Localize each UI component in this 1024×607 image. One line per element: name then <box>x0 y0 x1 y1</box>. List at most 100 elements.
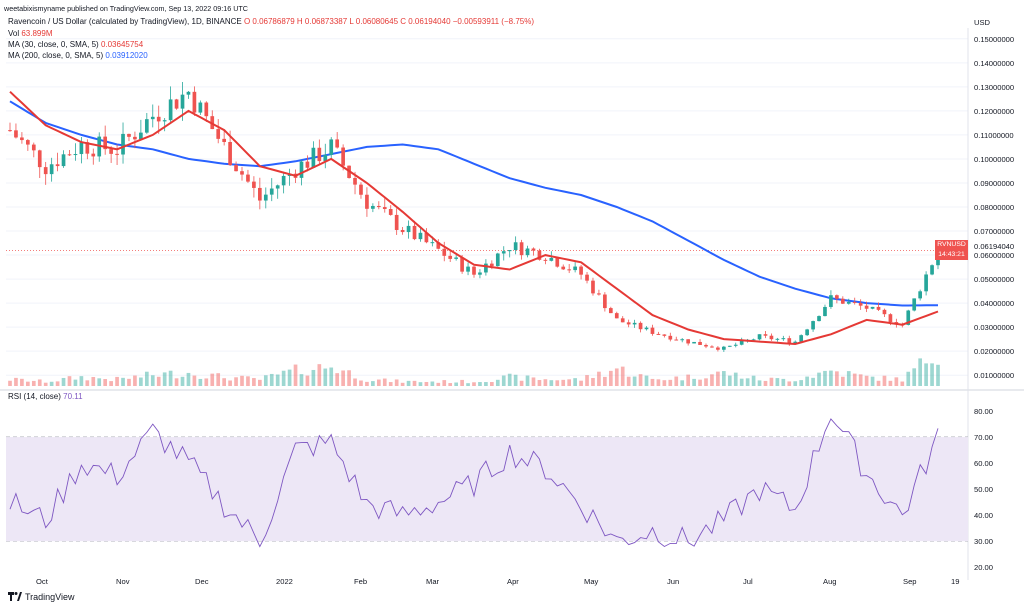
price-tick-label: 0.12000000 <box>974 107 1014 116</box>
candle-body <box>787 338 792 344</box>
candle-body <box>912 298 917 311</box>
volume-bar <box>14 377 18 386</box>
volume-bar <box>186 372 191 386</box>
volume-bar <box>115 376 119 386</box>
candle-body <box>644 327 649 330</box>
candle-body <box>924 274 928 292</box>
volume-bar <box>846 371 851 386</box>
candle-body <box>79 142 84 155</box>
volume-bar <box>698 379 702 386</box>
volume-bar <box>269 373 274 386</box>
price-tick-label: 0.06000000 <box>974 251 1014 260</box>
volume-bar <box>400 382 405 386</box>
candle-body <box>311 147 316 168</box>
rsi-legend[interactable]: RSI (14, close) 70.11 <box>8 392 83 401</box>
volume-bar <box>775 378 780 386</box>
candle-body <box>614 313 619 319</box>
candle-body <box>8 130 12 132</box>
volume-bar <box>156 376 161 386</box>
candle-body <box>252 181 256 188</box>
volume-bar <box>216 373 221 386</box>
volume-bar <box>644 375 649 386</box>
volume-bars <box>8 358 940 386</box>
volume-bar <box>650 378 655 386</box>
candle-body <box>216 129 221 139</box>
candle-body <box>495 253 500 267</box>
candle-body <box>448 255 453 259</box>
volume-bar <box>638 374 643 386</box>
volume-bar <box>240 375 244 386</box>
time-tick-label: Mar <box>426 577 440 586</box>
candle-body <box>620 318 625 323</box>
price-tick-label: 0.02000000 <box>974 347 1014 356</box>
volume-bar <box>876 380 881 386</box>
volume-bar <box>198 378 203 386</box>
volume-bar <box>787 381 792 386</box>
candle-body <box>722 346 726 350</box>
candle-body <box>156 116 161 122</box>
candle-body <box>162 120 167 122</box>
volume-bar <box>513 374 518 386</box>
candle-body <box>811 321 815 330</box>
candle-body <box>115 153 119 155</box>
ma30-value: 0.03645754 <box>100 40 144 49</box>
candle-body <box>507 250 512 252</box>
candle-body <box>531 248 536 251</box>
symbol-line: Ravencoin / US Dollar (calculated by Tra… <box>8 17 534 26</box>
volume-bar <box>430 381 435 386</box>
candle-body <box>775 338 780 340</box>
footer-brand[interactable]: TradingView <box>8 592 75 602</box>
volume-bar <box>525 375 530 386</box>
candle-body <box>626 322 631 325</box>
volume-bar <box>359 380 363 386</box>
volume-bar <box>305 375 310 386</box>
volume-bar <box>150 375 155 386</box>
candle-body <box>139 132 143 140</box>
candle-body <box>513 242 518 251</box>
volume-bar <box>668 379 673 386</box>
volume-bar <box>299 374 304 386</box>
candle-body <box>263 194 268 201</box>
volume-bar <box>632 376 637 386</box>
volume-bar <box>799 380 804 386</box>
candle-body <box>371 205 375 209</box>
volume-bar <box>341 370 345 386</box>
volume-bar <box>347 370 351 386</box>
price-tag-symbol: RVNUSD <box>937 241 966 248</box>
rsi-tick-label: 30.00 <box>974 537 993 546</box>
candle-body <box>680 339 685 341</box>
candle-body <box>37 150 42 168</box>
volume-bar <box>567 379 572 386</box>
volume-bar <box>478 382 482 386</box>
ma30-legend[interactable]: MA (30, close, 0, SMA, 5) 0.03645754 <box>8 40 143 49</box>
currency-label: USD <box>974 18 991 27</box>
candle-body <box>329 139 334 155</box>
volume-bar <box>222 378 226 386</box>
volume-bar <box>61 377 66 386</box>
candle-body <box>906 310 911 325</box>
volume-bar <box>555 380 560 386</box>
time-tick-label: May <box>584 577 599 586</box>
volume-bar <box>912 368 917 386</box>
price-tick-label: 0.01000000 <box>974 371 1014 380</box>
volume-bar <box>55 381 60 386</box>
candle-body <box>704 344 708 347</box>
candle-body <box>561 266 566 270</box>
time-tick-label: Nov <box>116 577 130 586</box>
candle-body <box>793 341 798 344</box>
candle-body <box>686 339 690 344</box>
ma200-legend[interactable]: MA (200, close, 0, SMA, 5) 0.03912020 <box>8 51 148 60</box>
candle-body <box>638 322 643 330</box>
time-tick-label: Jun <box>667 577 679 586</box>
candle-body <box>359 184 363 195</box>
time-tick-label: Sep <box>903 577 917 586</box>
volume-bar <box>727 375 732 386</box>
volume-bar <box>311 369 316 386</box>
ma200-value: 0.03912020 <box>105 51 148 60</box>
volume-bar <box>252 378 256 386</box>
volume-bar <box>91 376 96 386</box>
vol-value: 63.899M <box>21 29 53 38</box>
time-tick-label: Aug <box>823 577 837 586</box>
volume-bar <box>626 376 631 386</box>
